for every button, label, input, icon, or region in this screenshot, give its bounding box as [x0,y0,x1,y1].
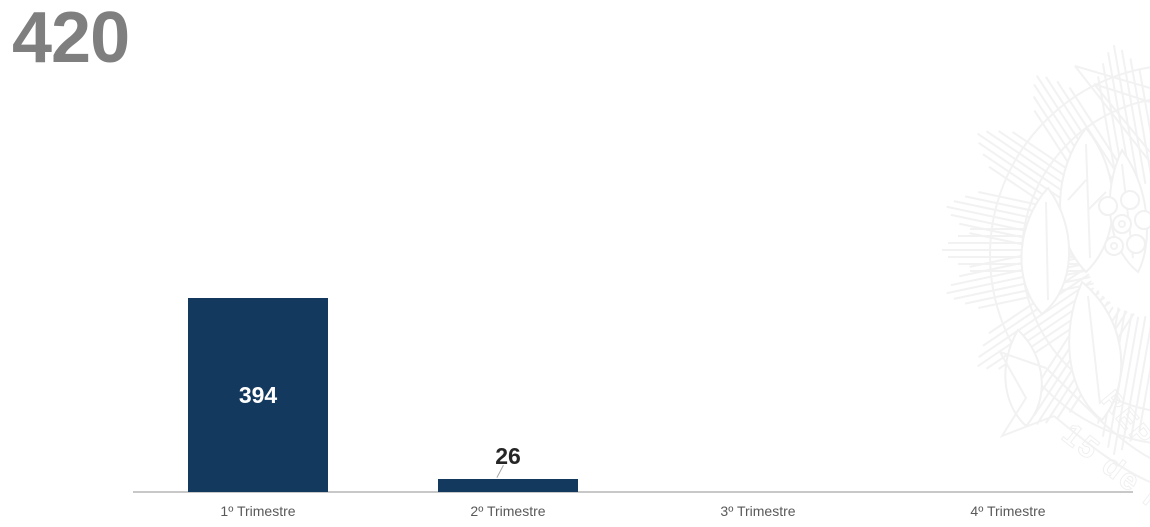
bar-value-label: 394 [238,381,278,408]
watermark-star-point [1074,65,1150,163]
watermark-leaves [1004,126,1149,428]
watermark-rays [941,40,1150,460]
bar [438,479,578,492]
x-axis-line [133,491,1133,493]
watermark-ring-text: REP [1095,385,1150,454]
coat-of-arms-watermark-icon: 15 de No REP [941,40,1150,527]
category-label: 2º Trimestre [470,503,546,519]
watermark-berries [1098,190,1150,256]
bar-value-label: 26 [495,443,521,469]
category-label: 1º Trimestre [220,503,296,519]
watermark-ribbon: 15 de No REP [997,350,1150,527]
chart-title: 420 [12,0,130,78]
bar: 394 [188,298,328,492]
category-label: 4º Trimestre [970,503,1046,519]
category-label: 3º Trimestre [720,503,796,519]
